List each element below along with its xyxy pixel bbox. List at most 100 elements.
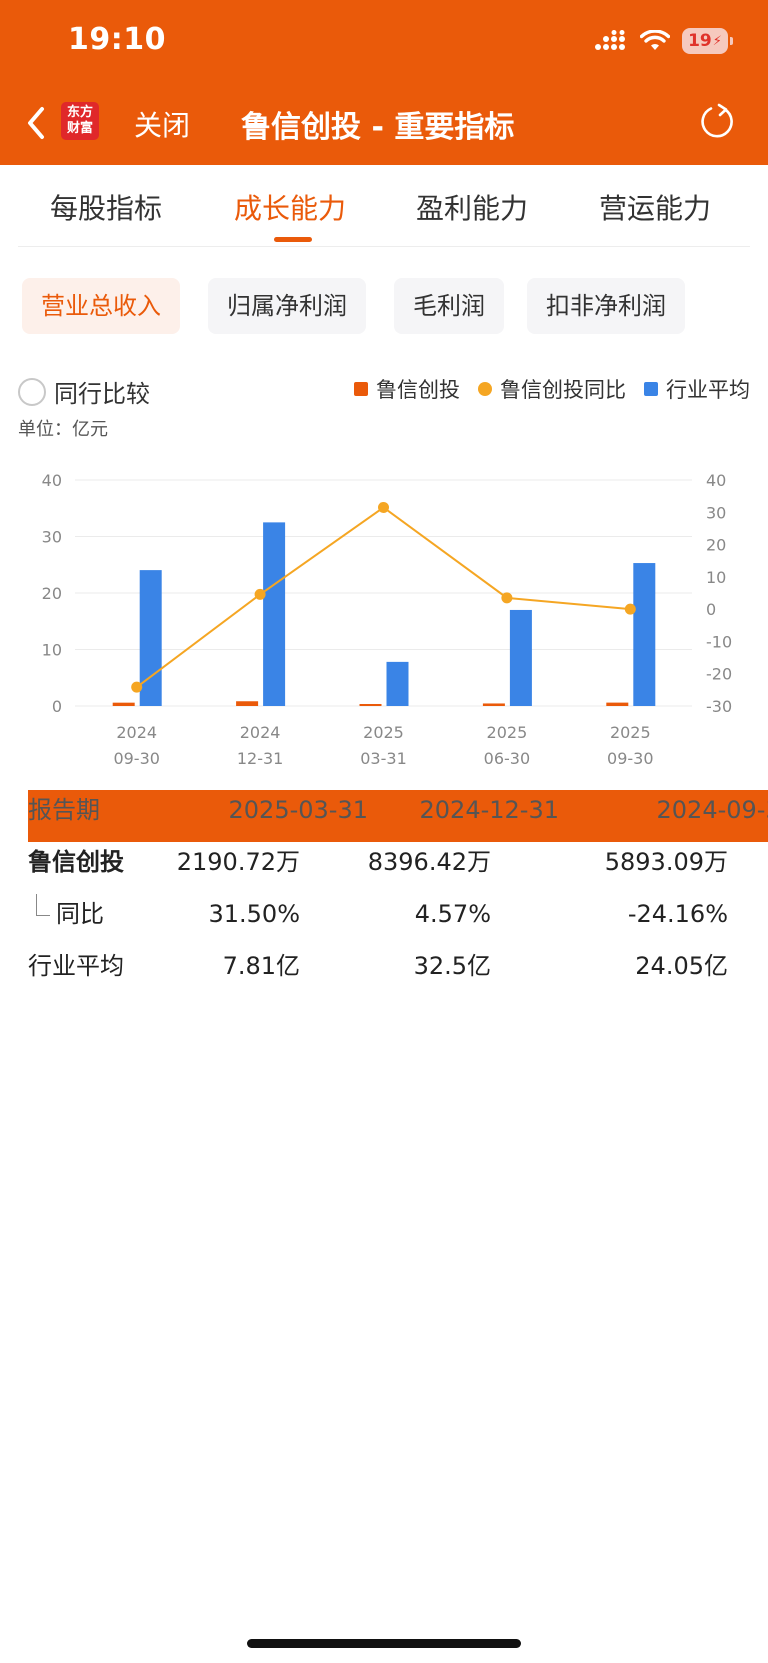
header-period: 报告期 bbox=[28, 796, 100, 824]
charging-bolt: ⚡ bbox=[712, 33, 722, 49]
industry-label: 行业平均 bbox=[28, 952, 124, 980]
legend-industry-swatch bbox=[644, 382, 658, 396]
subtab-total-revenue[interactable]: 营业总收入 bbox=[22, 278, 180, 334]
x-axis-date-label: 06-30 bbox=[484, 749, 531, 768]
yoy-point bbox=[378, 501, 389, 513]
right-axis-tick-label: -20 bbox=[706, 665, 732, 684]
close-button[interactable]: 关闭 bbox=[134, 109, 191, 142]
table-row-industry: 行业平均 7.81亿 32.5亿 24.05亿 bbox=[28, 946, 728, 998]
right-axis-tick-label: 30 bbox=[706, 503, 726, 522]
app-logo: 东方 财富 bbox=[61, 102, 99, 140]
active-tab-indicator bbox=[274, 237, 312, 242]
industry-col-1: 7.81亿 bbox=[222, 952, 300, 980]
legend-industry-label: 行业平均 bbox=[666, 378, 750, 402]
x-axis-year-label: 2025 bbox=[610, 723, 651, 742]
legend-yoy-swatch bbox=[478, 382, 492, 396]
legend-yoy: 鲁信创投同比 bbox=[478, 374, 626, 404]
peer-compare-toggle[interactable]: 同行比较 bbox=[18, 374, 150, 409]
subtab-net-profit[interactable]: 归属净利润 bbox=[208, 278, 366, 334]
x-axis-date-label: 03-31 bbox=[360, 749, 407, 768]
company-bar bbox=[112, 702, 135, 706]
x-axis-year-label: 2024 bbox=[240, 723, 281, 742]
yoy-label: 同比 bbox=[56, 900, 104, 928]
indicator-table: 报告期 2025-03-31 2024-12-31 2024-09-30 鲁信创… bbox=[28, 790, 768, 998]
left-axis-tick-label: 20 bbox=[42, 584, 62, 603]
subtab-deducted-net-profit[interactable]: 扣非净利润 bbox=[527, 278, 685, 334]
tab-growth[interactable]: 成长能力 bbox=[234, 192, 347, 225]
tree-branch-icon bbox=[36, 894, 50, 916]
left-axis-tick-label: 10 bbox=[42, 641, 62, 660]
revenue-chart[interactable]: 40 30 20 10 0 40 30 20 10 0 -10 -20 -30 2024 09-30 2024… bbox=[0, 460, 768, 780]
industry-col-2: 32.5亿 bbox=[413, 952, 491, 980]
industry-bar bbox=[263, 522, 286, 706]
tab-profitability[interactable]: 盈利能力 bbox=[416, 192, 529, 225]
subtab-gross-profit[interactable]: 毛利润 bbox=[394, 278, 504, 334]
main-tabs: 每股指标 成长能力 盈利能力 营运能力 bbox=[18, 165, 750, 247]
left-axis-tick-label: 0 bbox=[52, 697, 62, 716]
legend-company: 鲁信创投 bbox=[354, 374, 460, 404]
legend-yoy-label: 鲁信创投同比 bbox=[500, 378, 626, 402]
left-axis-tick-label: 40 bbox=[42, 471, 62, 490]
yoy-point bbox=[131, 681, 143, 693]
legend-company-label: 鲁信创投 bbox=[376, 378, 460, 402]
logo-text-2: 财富 bbox=[66, 121, 93, 136]
x-axis-date-label: 09-30 bbox=[113, 749, 160, 768]
back-icon[interactable] bbox=[22, 103, 52, 143]
yoy-col-3: -24.16% bbox=[627, 900, 728, 928]
legend-industry: 行业平均 bbox=[644, 374, 750, 404]
industry-col-3: 24.05亿 bbox=[635, 952, 728, 980]
wifi-icon bbox=[640, 30, 670, 50]
peer-compare-radio[interactable] bbox=[18, 377, 46, 406]
page-title: 鲁信创投 - 重要指标 bbox=[241, 110, 515, 145]
industry-bar bbox=[509, 609, 532, 706]
yoy-point bbox=[501, 592, 513, 604]
right-axis-tick-label: -10 bbox=[706, 632, 732, 651]
unit-label: 单位：亿元 bbox=[18, 419, 108, 440]
table-header-row: 报告期 2025-03-31 2024-12-31 2024-09-30 bbox=[28, 790, 768, 842]
signal-icon bbox=[595, 30, 625, 50]
left-axis-tick-label: 30 bbox=[42, 528, 62, 547]
tab-operation[interactable]: 营运能力 bbox=[599, 192, 712, 225]
company-col-2: 8396.42万 bbox=[367, 848, 491, 876]
right-axis-tick-label: -30 bbox=[706, 697, 732, 716]
peer-compare-label: 同行比较 bbox=[54, 380, 150, 408]
battery-icon: 19 ⚡ bbox=[682, 28, 733, 54]
app-header: 19:10 19 ⚡ 东方 财富 关闭 鲁信创投 - 重要指标 bbox=[0, 0, 768, 165]
header-col-3: 2024-09-30 bbox=[656, 796, 768, 824]
header-col-1: 2025-03-31 bbox=[228, 796, 368, 824]
company-bar bbox=[482, 703, 505, 706]
tab-per-share[interactable]: 每股指标 bbox=[50, 192, 163, 225]
table-row-yoy: 同比 31.50% 4.57% -24.16% bbox=[28, 894, 728, 946]
header-col-2: 2024-12-31 bbox=[419, 796, 559, 824]
right-axis-tick-label: 40 bbox=[706, 471, 726, 490]
right-axis-tick-label: 20 bbox=[706, 536, 726, 555]
battery-level: 19 bbox=[688, 31, 712, 51]
right-axis-tick-label: 0 bbox=[706, 600, 716, 619]
home-indicator bbox=[247, 1639, 521, 1648]
legend-company-swatch bbox=[354, 382, 368, 396]
table-row-company: 鲁信创投 2190.72万 8396.42万 5893.09万 bbox=[28, 842, 728, 894]
x-axis-year-label: 2025 bbox=[363, 723, 404, 742]
yoy-point bbox=[254, 588, 266, 600]
industry-bar bbox=[633, 563, 656, 706]
status-time: 19:10 bbox=[68, 22, 166, 57]
x-axis-year-label: 2024 bbox=[116, 723, 157, 742]
status-icons: 19 ⚡ bbox=[594, 28, 733, 54]
logo-text-1: 东方 bbox=[66, 105, 93, 120]
yoy-point bbox=[624, 603, 636, 615]
x-axis-date-label: 12-31 bbox=[237, 749, 284, 768]
company-bar bbox=[236, 701, 259, 706]
chart-legend: 鲁信创投 鲁信创投同比 行业平均 bbox=[354, 374, 750, 404]
company-bar bbox=[359, 704, 382, 706]
company-col-1: 2190.72万 bbox=[176, 848, 300, 876]
yoy-col-2: 4.57% bbox=[414, 900, 491, 928]
industry-bar bbox=[139, 570, 162, 706]
refresh-icon[interactable] bbox=[698, 103, 736, 141]
company-bar bbox=[606, 702, 629, 706]
company-label: 鲁信创投 bbox=[28, 848, 124, 876]
x-axis-date-label: 09-30 bbox=[607, 749, 654, 768]
company-col-3: 5893.09万 bbox=[604, 848, 728, 876]
yoy-col-1: 31.50% bbox=[208, 900, 300, 928]
yoy-line bbox=[136, 506, 631, 688]
x-axis-year-label: 2025 bbox=[487, 723, 528, 742]
